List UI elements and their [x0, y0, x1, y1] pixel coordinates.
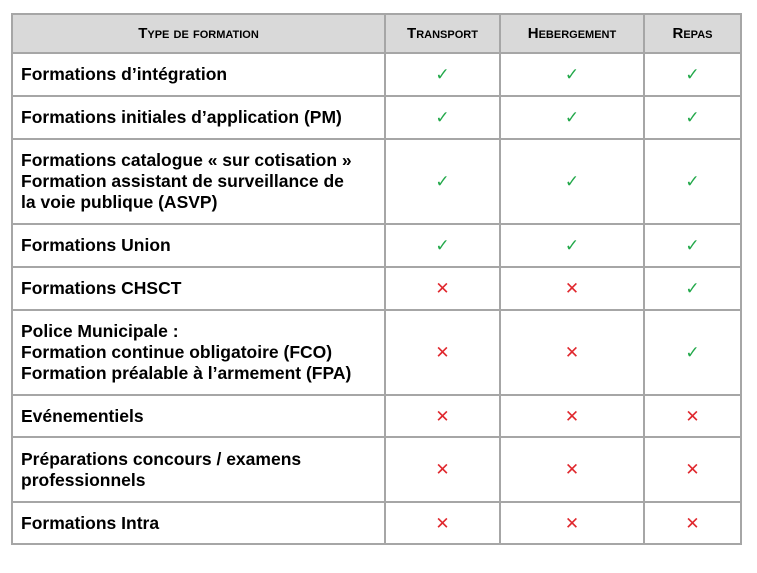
transport-cell: ✕ — [384, 436, 501, 503]
cross-icon: ✕ — [435, 343, 450, 362]
formation-type-cell: Préparations concours / examens professio… — [11, 436, 386, 503]
repas-cell: ✕ — [643, 394, 742, 438]
formation-type-cell: Police Municipale : Formation continue ob… — [11, 309, 386, 396]
formation-type-cell: Formations Union — [11, 223, 386, 268]
check-icon: ✓ — [564, 65, 580, 84]
formation-type-cell: Evénementiels — [11, 394, 386, 438]
formation-type-label: Formations initiales d’application (PM) — [21, 107, 342, 127]
repas-cell: ✕ — [643, 501, 742, 545]
repas-cell: ✓ — [643, 223, 742, 268]
transport-cell: ✓ — [384, 95, 501, 140]
transport-cell: ✓ — [384, 52, 501, 97]
formation-type-label: Formation continue obligatoire (FCO) — [21, 342, 333, 362]
cross-icon: ✕ — [685, 513, 700, 533]
header-hebergement: Hebergement — [499, 13, 645, 54]
transport-cell: ✕ — [384, 501, 501, 545]
hebergement-cell: ✕ — [499, 394, 645, 438]
transport-cell: ✓ — [384, 138, 501, 225]
formation-type-cell: Formations catalogue « sur cotisation » F… — [11, 138, 386, 225]
formation-type-label: Formations d’intégration — [21, 64, 228, 84]
header-type: Type de formation — [11, 13, 386, 54]
check-icon: ✓ — [685, 279, 700, 298]
formation-type-cell: Formations initiales d’application (PM) — [11, 95, 386, 140]
formation-table: Type de formation Transport Hebergement … — [11, 13, 742, 545]
check-icon: ✓ — [685, 343, 700, 362]
formation-type-label: Préparations concours / examens — [21, 448, 302, 469]
check-icon: ✓ — [564, 108, 580, 127]
check-icon: ✓ — [435, 108, 450, 127]
check-icon: ✓ — [564, 172, 580, 191]
table-row: Préparations concours / examens professio… — [11, 436, 742, 503]
repas-cell: ✓ — [643, 309, 742, 396]
formation-type-label: Formations Intra — [21, 512, 160, 533]
hebergement-cell: ✓ — [499, 52, 645, 97]
hebergement-cell: ✕ — [499, 266, 645, 311]
formation-type-cell: Formations Intra — [11, 501, 386, 545]
cross-icon: ✕ — [685, 406, 700, 426]
cross-icon: ✕ — [564, 279, 580, 298]
table-row: Formations Union ✓ ✓ ✓ — [11, 223, 742, 268]
transport-cell: ✓ — [384, 223, 501, 268]
repas-cell: ✓ — [643, 95, 742, 140]
table-row: Formations CHSCT ✕ ✕ ✓ — [11, 266, 742, 311]
transport-cell: ✕ — [384, 309, 501, 396]
formation-type-label: Formations CHSCT — [21, 278, 182, 298]
hebergement-cell: ✕ — [499, 501, 645, 545]
check-icon: ✓ — [685, 172, 700, 191]
table-row: Evénementiels ✕ ✕ ✕ — [11, 394, 742, 438]
formation-type-label: Formations catalogue « sur cotisation » — [21, 150, 352, 170]
cross-icon: ✕ — [564, 406, 580, 426]
table-row: Formations Intra ✕ ✕ ✕ — [11, 501, 742, 545]
check-icon: ✓ — [564, 236, 580, 255]
hebergement-cell: ✕ — [499, 309, 645, 396]
transport-cell: ✕ — [384, 394, 501, 438]
hebergement-cell: ✕ — [499, 436, 645, 503]
cross-icon: ✕ — [435, 406, 450, 426]
cross-icon: ✕ — [564, 343, 580, 362]
table-row: Police Municipale : Formation continue ob… — [11, 309, 742, 396]
formation-type-label: la voie publique (ASVP) — [21, 192, 218, 212]
formation-type-label: Evénementiels — [21, 405, 144, 426]
check-icon: ✓ — [435, 65, 450, 84]
repas-cell: ✓ — [643, 266, 742, 311]
formation-type-label: Formations Union — [21, 235, 171, 255]
repas-cell: ✓ — [643, 52, 742, 97]
table-row: Formations catalogue « sur cotisation » F… — [11, 138, 742, 225]
check-icon: ✓ — [685, 236, 700, 255]
check-icon: ✓ — [685, 65, 700, 84]
header-row: Type de formation Transport Hebergement … — [11, 13, 742, 54]
cross-icon: ✕ — [435, 513, 450, 533]
header-repas: Repas — [643, 13, 742, 54]
check-icon: ✓ — [435, 236, 450, 255]
cross-icon: ✕ — [435, 279, 450, 298]
hebergement-cell: ✓ — [499, 95, 645, 140]
hebergement-cell: ✓ — [499, 223, 645, 268]
cross-icon: ✕ — [564, 460, 580, 479]
table-row: Formations d’intégration ✓ ✓ ✓ — [11, 52, 742, 97]
cross-icon: ✕ — [564, 513, 580, 533]
repas-cell: ✓ — [643, 138, 742, 225]
check-icon: ✓ — [685, 108, 700, 127]
hebergement-cell: ✓ — [499, 138, 645, 225]
formation-type-label: Formation préalable à l’armement (FPA) — [21, 363, 352, 383]
formation-type-label: Formation assistant de surveillance de — [21, 171, 344, 191]
formation-type-label: professionnels — [21, 469, 146, 490]
formation-type-label: Police Municipale : — [21, 321, 179, 341]
formation-type-cell: Formations CHSCT — [11, 266, 386, 311]
check-icon: ✓ — [435, 172, 450, 191]
table-row: Formations initiales d’application (PM) ✓… — [11, 95, 742, 140]
header-transport: Transport — [384, 13, 501, 54]
formation-type-cell: Formations d’intégration — [11, 52, 386, 97]
transport-cell: ✕ — [384, 266, 501, 311]
cross-icon: ✕ — [685, 460, 700, 479]
repas-cell: ✕ — [643, 436, 742, 503]
cross-icon: ✕ — [435, 460, 450, 479]
